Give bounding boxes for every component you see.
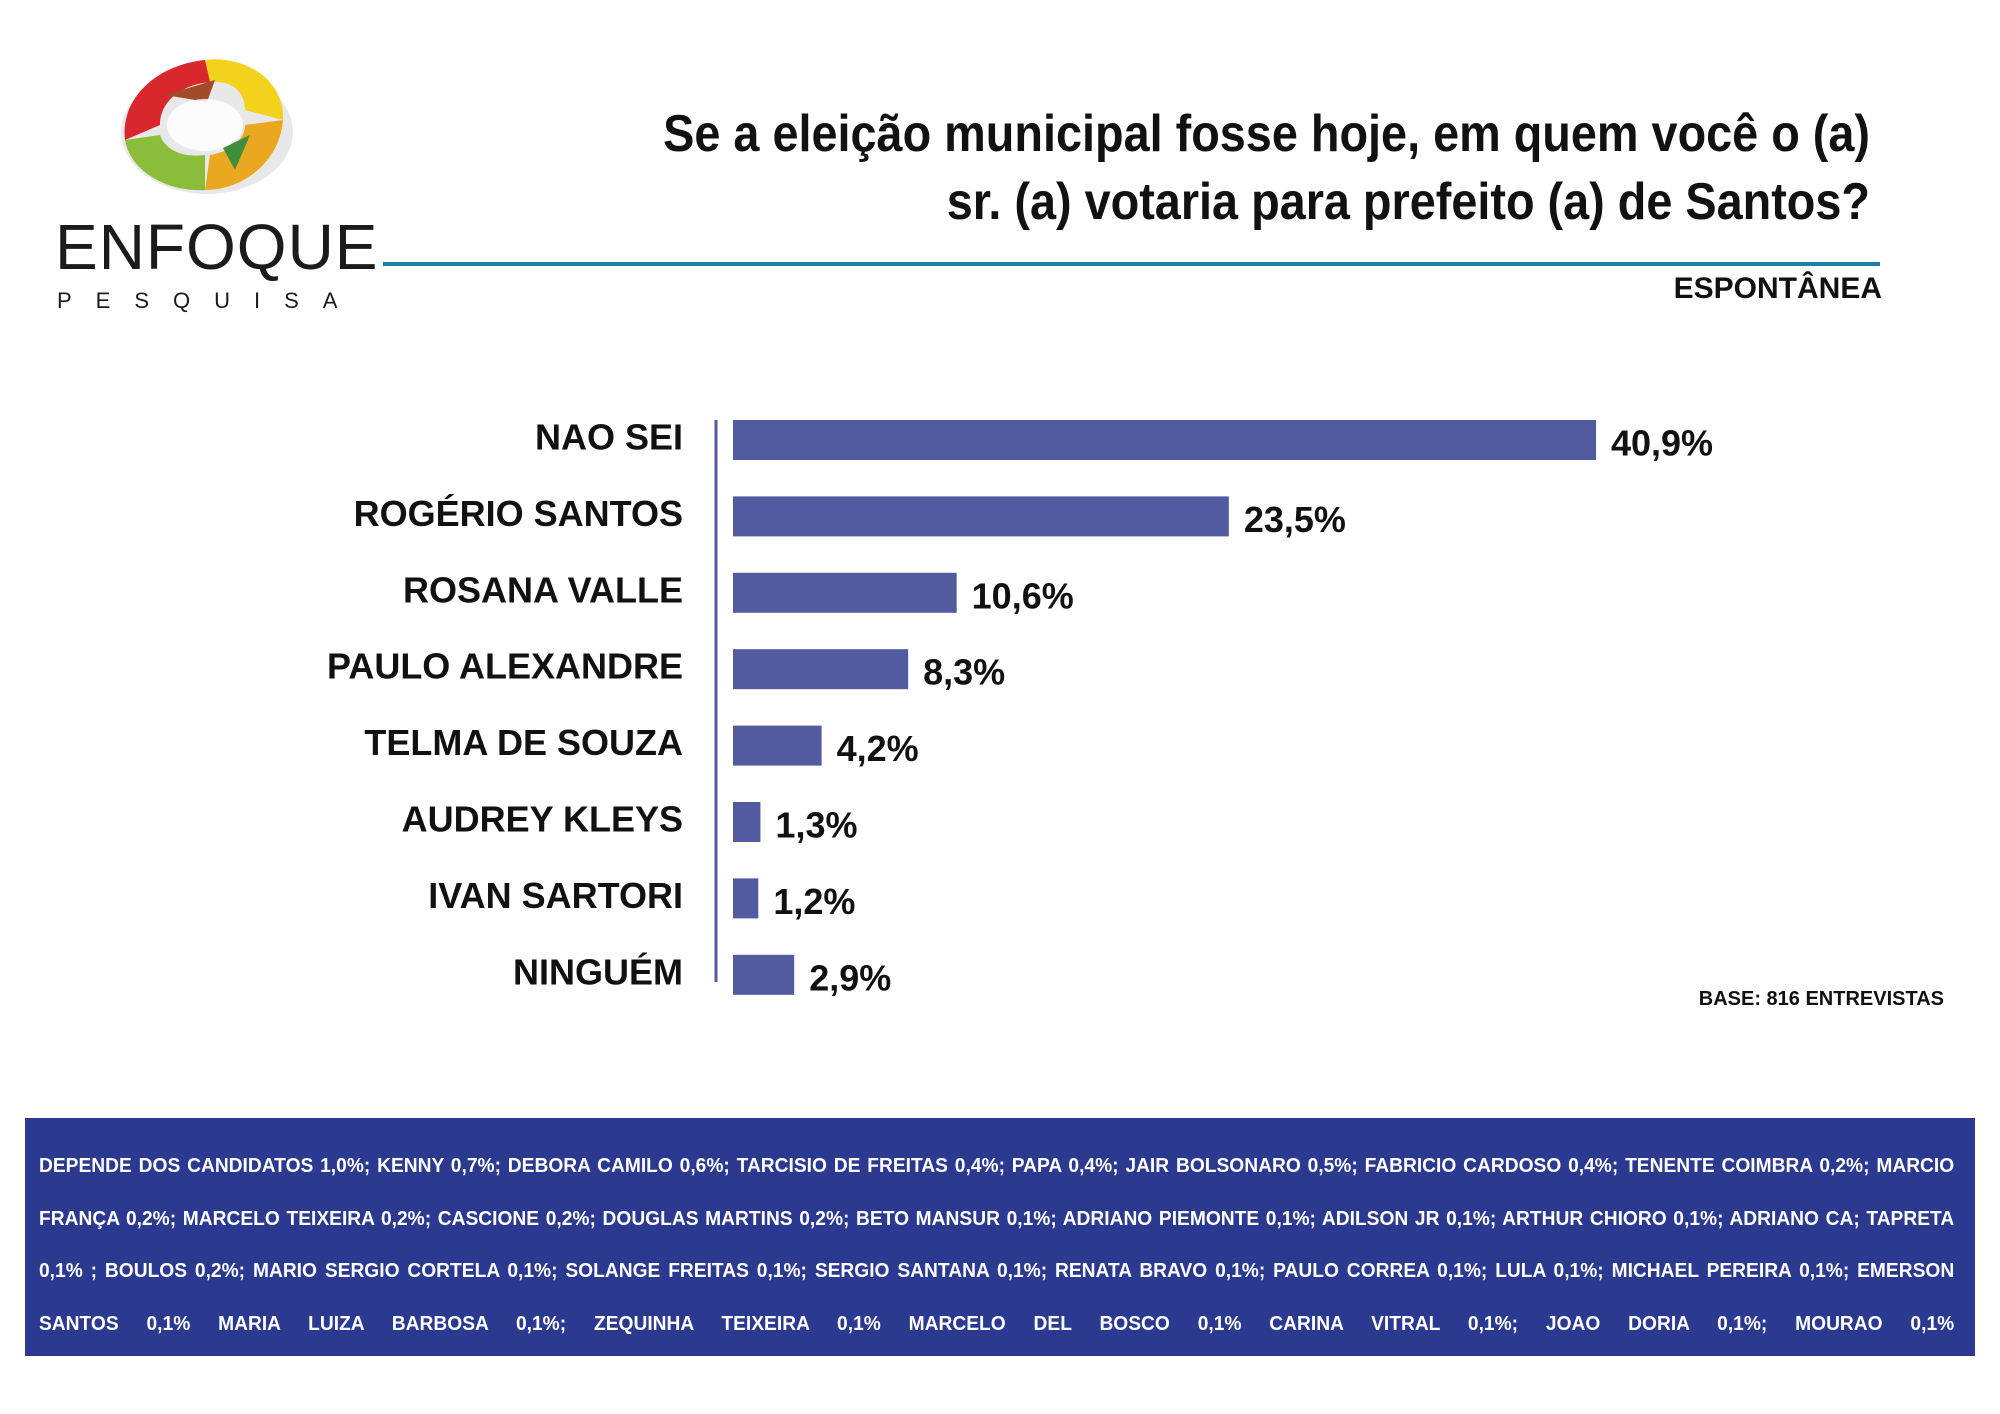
bar: [733, 878, 759, 919]
category-label: IVAN SARTORI: [428, 875, 683, 916]
bar: [733, 420, 1596, 460]
category-label: ROGÉRIO SANTOS: [354, 493, 683, 534]
value-label: 8,3%: [923, 652, 1005, 693]
logo-subtitle: PESQUISA: [57, 288, 362, 313]
chart-subtitle: ESPONTÂNEA: [1673, 272, 1882, 305]
value-label: 1,3%: [775, 805, 857, 846]
value-label: 23,5%: [1244, 499, 1346, 540]
bar: [733, 725, 822, 766]
other-candidates-text: DEPENDE DOS CANDIDATOS 1,0%; KENNY 0,7%;…: [39, 1155, 1955, 1335]
category-label: TELMA DE SOUZA: [364, 722, 683, 763]
category-label: PAULO ALEXANDRE: [327, 646, 683, 687]
value-label: 4,2%: [837, 728, 919, 769]
value-label: 10,6%: [972, 575, 1074, 616]
bar: [733, 649, 909, 690]
logo-emblem-icon: [121, 59, 293, 194]
sample-base-note: BASE: 816 ENTREVISTAS: [1698, 988, 1944, 1010]
category-label: NINGUÉM: [513, 951, 683, 992]
enfoque-logo: ENFOQUE PESQUISA: [55, 40, 379, 313]
category-label: AUDREY KLEYS: [402, 799, 683, 840]
title-divider: [383, 262, 1880, 266]
bar: [733, 802, 761, 842]
category-label: ROSANA VALLE: [403, 569, 683, 610]
other-candidates-panel: DEPENDE DOS CANDIDATOS 1,0%; KENNY 0,7%;…: [25, 1118, 1975, 1356]
value-label: 40,9%: [1611, 423, 1713, 464]
logo-name: ENFOQUE: [55, 211, 379, 283]
value-label: 1,2%: [773, 881, 855, 922]
category-label: NAO SEI: [535, 417, 683, 458]
value-label: 2,9%: [809, 957, 891, 998]
bar: [733, 572, 957, 613]
bar-chart: NAO SEI 40,9% ROGÉRIO SANTOS 23,5% ROSANA VA…: [327, 417, 1713, 999]
chart-title: Se a eleição municipal fosse hoje, em qu…: [663, 105, 1871, 231]
bar: [733, 496, 1229, 537]
bar: [733, 954, 795, 995]
